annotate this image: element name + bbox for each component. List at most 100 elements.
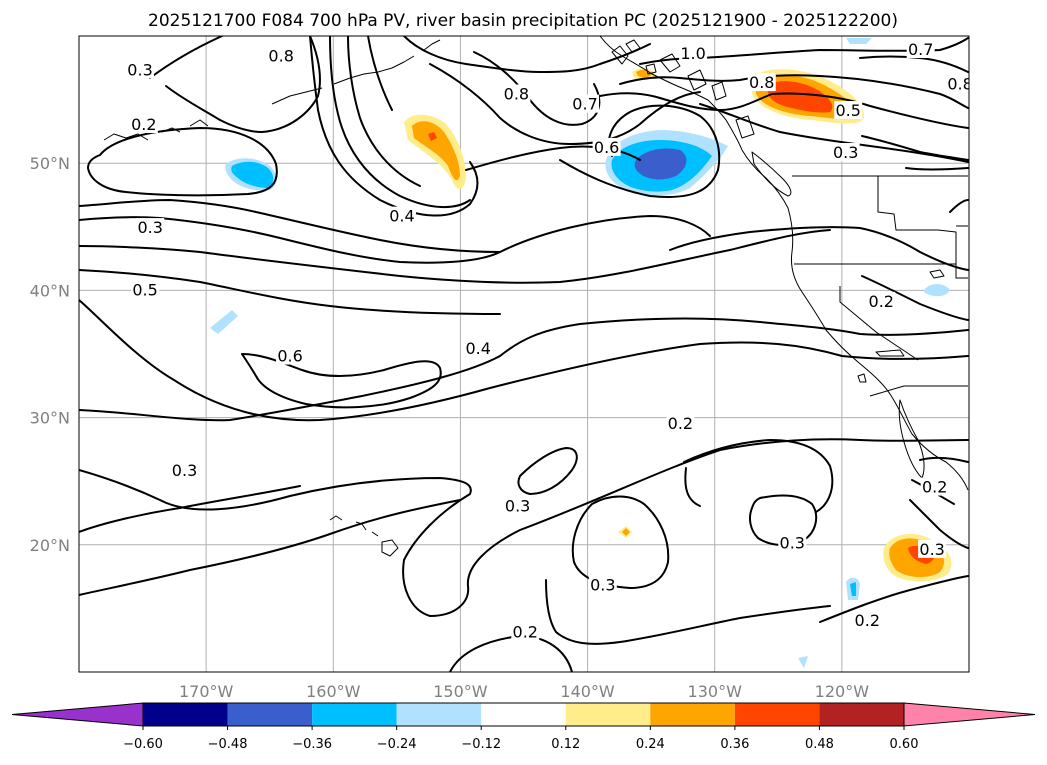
contour-label-bg <box>571 94 600 113</box>
contour-label: 0.8 <box>947 74 972 93</box>
contour-label: 0.5 <box>835 101 860 120</box>
contour-label-bg <box>946 74 969 93</box>
contour-label-bg <box>276 346 305 365</box>
contour-label-bg <box>853 611 882 630</box>
contour-label: 0.4 <box>389 207 414 226</box>
colorbar-tick-label: −0.60 <box>123 737 163 752</box>
contour-label: 0.5 <box>132 280 157 299</box>
contour-label: 1.0 <box>680 44 705 63</box>
contour-label: 0.2 <box>869 292 894 311</box>
lon-tick-label: 170°W <box>179 682 234 701</box>
lon-tick-label: 150°W <box>433 682 488 701</box>
contour-label-bg <box>511 622 540 641</box>
contour-label: 0.3 <box>505 497 530 516</box>
colorbar-segment <box>734 703 820 726</box>
precip-patch <box>231 161 274 188</box>
contour-label-bg <box>834 101 863 120</box>
contour-label-bg <box>920 477 949 496</box>
contour-label: 0.4 <box>466 339 491 358</box>
contour-label-bg <box>906 39 935 58</box>
contour-label: 0.3 <box>919 540 944 559</box>
latitude-labels: 20°N 30°N 40°N 50°N <box>30 154 70 555</box>
colorbar-segment <box>481 703 566 726</box>
colorbar-frame <box>142 702 905 727</box>
contour-label: 0.6 <box>277 347 302 366</box>
contour-label-bg <box>170 461 199 480</box>
political-borders <box>792 175 968 397</box>
contour-label-bg <box>126 60 155 79</box>
lon-tick-label: 140°W <box>560 682 615 701</box>
contour-label: 0.3 <box>833 143 858 162</box>
contour-label: 0.2 <box>922 478 947 497</box>
contour-label-bg <box>387 206 416 225</box>
map-frame <box>78 35 970 673</box>
lon-tick-label: 160°W <box>306 682 361 701</box>
contour-label: 0.3 <box>590 576 615 595</box>
map-title: 2025121700 F084 700 hPa PV, river basin … <box>148 11 898 31</box>
precip-patch <box>428 132 437 141</box>
colorbar-tick-label: −0.12 <box>461 737 501 752</box>
contour-label-bg <box>267 46 296 65</box>
longitude-labels: 170°W 160°W 150°W 140°W 130°W 120°W <box>179 682 869 701</box>
colorbar-tick-label: 0.12 <box>551 737 580 752</box>
colorbar: −0.60 −0.48 −0.36 −0.24 −0.12 0.12 0.24 0.36 0.4… <box>11 702 1036 752</box>
contour-label-bg <box>588 575 617 594</box>
precip-patch <box>924 284 950 297</box>
colorbar-tick-label: 0.48 <box>805 737 834 752</box>
contour-label-bg <box>918 539 947 558</box>
contour-label-bg <box>778 533 807 552</box>
contour-label: 0.7 <box>908 40 933 59</box>
lat-tick-label: 50°N <box>30 154 70 173</box>
contour-label-bg <box>464 338 493 357</box>
contour-label-bg <box>679 43 708 62</box>
contour-label: 0.2 <box>513 623 538 642</box>
contour-labels: 0.3 0.8 0.8 0.2 0.7 1.0 0.8 0.7 0.8 0.5 0.3 0.6 0.4 0… <box>126 39 972 642</box>
colorbar-segment <box>143 703 228 726</box>
lon-tick-label: 130°W <box>688 682 743 701</box>
contour-label-bg <box>592 137 621 156</box>
colorbar-extend-high <box>903 702 1036 727</box>
precip-patch <box>767 81 833 113</box>
contour-label-bg <box>503 496 532 515</box>
colorbar-tick-label: −0.48 <box>208 737 248 752</box>
contour-label-bg <box>867 291 896 310</box>
gridlines <box>79 36 969 672</box>
colorbar-extend-low <box>11 702 144 727</box>
precip-patch <box>846 38 872 44</box>
contour-label: 0.2 <box>855 611 880 630</box>
precip-patch <box>622 528 630 536</box>
contour-label: 0.8 <box>268 46 293 65</box>
precip-patch <box>634 148 687 180</box>
map-background <box>79 36 969 672</box>
coastlines <box>103 36 969 557</box>
colorbar-segment <box>227 703 313 726</box>
lat-tick-label: 20°N <box>30 536 70 555</box>
colorbar-segment <box>819 703 904 726</box>
colorbar-tick-label: 0.24 <box>636 737 665 752</box>
colorbar-tick-label: −0.36 <box>292 737 332 752</box>
contour-label: 0.3 <box>137 218 162 237</box>
contour-label: 0.3 <box>780 534 805 553</box>
contour-label: 0.8 <box>504 85 529 104</box>
colorbar-segment <box>565 703 651 726</box>
colorbar-segment <box>312 703 397 726</box>
lon-tick-label: 120°W <box>815 682 870 701</box>
precip-patch <box>798 656 808 668</box>
colorbar-segment <box>396 703 482 726</box>
contour-label-bg <box>831 143 860 162</box>
contour-label-bg <box>502 84 531 103</box>
colorbar-tick-label: −0.24 <box>377 737 417 752</box>
contour-label: 0.8 <box>749 73 774 92</box>
colorbar-tick-label: 0.36 <box>720 737 749 752</box>
contour-label-bg <box>747 73 776 92</box>
contour-label: 0.3 <box>127 60 152 79</box>
contour-label: 0.2 <box>131 115 156 134</box>
precip-patch <box>210 310 238 334</box>
pv-contours <box>79 36 969 672</box>
contour-label: 0.6 <box>594 138 619 157</box>
contour-label-bg <box>136 218 165 237</box>
contour-label-bg <box>666 413 695 432</box>
colorbar-tick-label: 0.60 <box>890 737 919 752</box>
contour-label-bg <box>131 280 160 299</box>
